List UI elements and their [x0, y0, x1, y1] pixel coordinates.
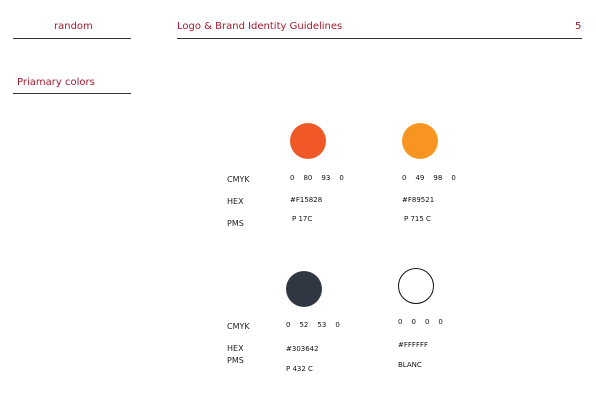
- color-swatch-orange-red: [290, 123, 326, 159]
- header-divider-left: [13, 38, 131, 39]
- pms-value: P 432 C: [286, 365, 313, 373]
- pms-label: PMS: [227, 356, 244, 365]
- pms-value: BLANC: [398, 361, 422, 369]
- cmyk-m: 80: [303, 174, 313, 182]
- color-swatch-white: [398, 268, 434, 304]
- cmyk-values: 0 52 53 0: [286, 321, 349, 329]
- cmyk-c: 0: [286, 321, 291, 329]
- header-divider-right: [177, 38, 582, 39]
- hex-value: #F15828: [290, 196, 323, 204]
- cmyk-y: 93: [321, 174, 331, 182]
- cmyk-values: 0 80 93 0: [290, 174, 353, 182]
- hex-label: HEX: [227, 344, 244, 353]
- cmyk-y: 53: [317, 321, 327, 329]
- page-number: 5: [575, 21, 582, 32]
- section-title: Priamary colors: [17, 77, 95, 88]
- color-swatch-dark-slate: [286, 271, 322, 307]
- brand-name: random: [54, 21, 93, 32]
- document-title: Logo & Brand Identity Guidelines: [177, 21, 343, 32]
- color-swatch-orange: [402, 123, 438, 159]
- cmyk-m: 49: [415, 174, 425, 182]
- pms-value: P 715 C: [404, 215, 431, 223]
- cmyk-values: 0 49 98 0: [402, 174, 465, 182]
- pms-label: PMS: [227, 219, 244, 228]
- cmyk-c: 0: [290, 174, 295, 182]
- cmyk-label: CMYK: [227, 322, 250, 331]
- pms-value: P 17C: [292, 215, 313, 223]
- cmyk-m: 52: [299, 321, 309, 329]
- cmyk-m: 0: [411, 318, 416, 326]
- cmyk-k: 0: [438, 318, 443, 326]
- cmyk-y: 0: [424, 318, 430, 326]
- cmyk-c: 0: [402, 174, 407, 182]
- cmyk-k: 0: [339, 174, 344, 182]
- cmyk-k: 0: [451, 174, 456, 182]
- hex-value: #FFFFFF: [398, 341, 429, 349]
- cmyk-label: CMYK: [227, 175, 250, 184]
- hex-value: #303642: [286, 345, 319, 353]
- cmyk-c: 0: [398, 318, 403, 326]
- section-divider: [13, 93, 131, 94]
- hex-label: HEX: [227, 197, 244, 206]
- cmyk-k: 0: [335, 321, 340, 329]
- hex-value: #F89521: [402, 196, 435, 204]
- cmyk-y: 98: [433, 174, 443, 182]
